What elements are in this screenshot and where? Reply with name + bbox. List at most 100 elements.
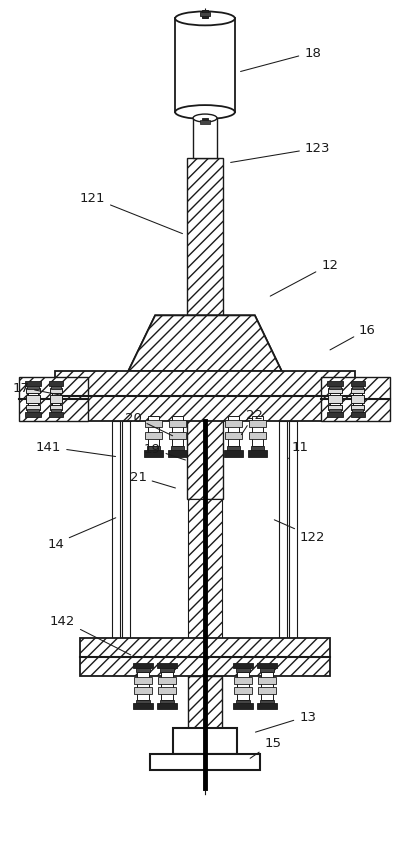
Bar (54, 372, 355, 421)
Ellipse shape (175, 13, 235, 26)
Bar (145, 421, 162, 427)
Text: 17: 17 (12, 381, 68, 397)
Bar (134, 677, 152, 684)
Bar (236, 666, 250, 672)
Bar (351, 389, 364, 393)
Bar (173, 728, 237, 754)
Bar (168, 450, 187, 457)
Bar (158, 677, 176, 684)
Bar (328, 405, 342, 410)
Bar (326, 413, 342, 417)
Bar (202, 11, 208, 20)
Bar (200, 14, 210, 17)
Text: 142: 142 (50, 614, 131, 655)
Text: 121: 121 (80, 192, 182, 235)
Text: 13: 13 (256, 710, 316, 732)
Bar (236, 700, 250, 706)
Bar (147, 446, 160, 454)
Text: 123: 123 (231, 142, 330, 163)
Bar (260, 700, 274, 706)
Bar (202, 119, 208, 124)
Bar (224, 450, 243, 457)
Text: 18: 18 (240, 47, 321, 73)
Bar (26, 389, 40, 393)
Bar (49, 389, 63, 393)
Text: 21: 21 (130, 471, 175, 489)
Bar (351, 396, 364, 403)
Bar (26, 405, 40, 410)
Bar (188, 676, 222, 728)
Bar (279, 421, 287, 648)
Bar (133, 664, 153, 669)
Bar (19, 378, 88, 421)
Bar (81, 639, 330, 676)
Text: 122: 122 (274, 520, 326, 543)
Text: 20: 20 (125, 411, 173, 436)
Bar (169, 432, 186, 439)
Bar (52, 390, 61, 409)
Bar (148, 416, 159, 446)
Bar (133, 703, 153, 709)
Bar (27, 409, 38, 415)
Bar (158, 688, 176, 694)
Bar (328, 389, 342, 393)
Bar (251, 446, 264, 454)
Polygon shape (128, 316, 282, 372)
Bar (289, 421, 297, 648)
Text: 22: 22 (241, 408, 263, 435)
Bar (145, 432, 162, 439)
Bar (25, 413, 40, 417)
Bar (112, 421, 120, 648)
Bar (49, 381, 63, 386)
Bar (321, 378, 390, 421)
Text: 19: 19 (144, 443, 185, 461)
Bar (257, 664, 277, 669)
Bar (234, 677, 252, 684)
Bar (227, 446, 240, 454)
Bar (136, 666, 150, 672)
Text: 141: 141 (36, 441, 115, 457)
Bar (161, 672, 173, 700)
Bar (330, 390, 339, 409)
Bar (258, 688, 276, 694)
Bar (233, 664, 253, 669)
Text: 14: 14 (47, 518, 116, 550)
Bar (157, 703, 177, 709)
Polygon shape (128, 316, 282, 372)
Ellipse shape (193, 115, 217, 123)
Bar (351, 381, 366, 386)
Bar (172, 416, 183, 446)
Bar (122, 421, 130, 648)
Bar (328, 396, 342, 403)
Bar (261, 672, 273, 700)
Bar (234, 688, 252, 694)
Bar (258, 677, 276, 684)
Bar (326, 381, 342, 386)
Bar (137, 672, 149, 700)
Bar (175, 20, 235, 113)
Bar (169, 421, 186, 427)
Bar (260, 666, 274, 672)
Bar (187, 159, 223, 499)
Bar (328, 384, 341, 390)
Bar (188, 499, 222, 648)
Bar (328, 409, 341, 415)
Bar (27, 390, 38, 409)
Bar (200, 121, 210, 125)
Bar (351, 405, 364, 410)
Bar (160, 700, 174, 706)
Text: 16: 16 (330, 323, 376, 351)
Bar (233, 703, 253, 709)
Bar (225, 432, 242, 439)
Bar (136, 700, 150, 706)
Bar (252, 416, 263, 446)
Bar (49, 405, 63, 410)
Bar (257, 703, 277, 709)
Bar (49, 396, 63, 403)
Bar (49, 413, 63, 417)
Bar (51, 409, 61, 415)
Bar (193, 119, 217, 159)
Bar (228, 416, 239, 446)
Bar (237, 672, 249, 700)
Bar (353, 384, 364, 390)
